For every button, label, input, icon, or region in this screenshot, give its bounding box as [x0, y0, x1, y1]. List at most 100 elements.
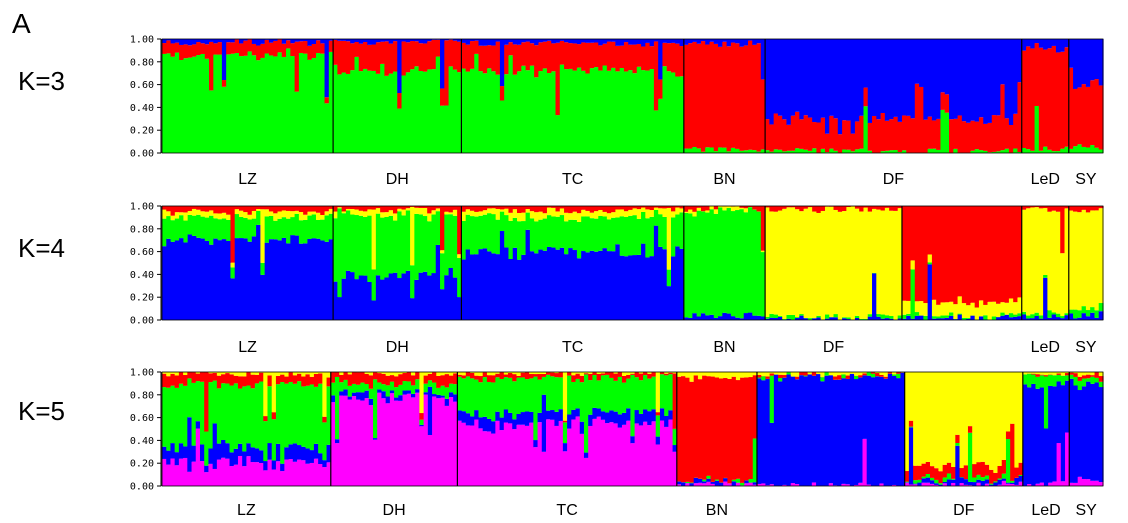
bar-segment — [260, 209, 266, 263]
bar-segment — [448, 212, 454, 215]
bar-segment — [583, 373, 589, 375]
bar-segment — [623, 42, 629, 72]
bar-segment — [271, 372, 277, 413]
bar-segment — [946, 479, 952, 486]
bar-segment — [264, 209, 270, 217]
bar-segment — [1001, 473, 1007, 479]
bar-segment — [1069, 372, 1075, 375]
bar-segment — [311, 39, 317, 45]
bar-segment — [1034, 312, 1040, 316]
bar-segment — [628, 70, 634, 153]
bar-segment — [972, 464, 978, 478]
bar-segment — [685, 372, 691, 378]
bar-segment — [671, 206, 676, 212]
bar-segment — [162, 206, 167, 210]
bar-segment — [723, 478, 729, 482]
bar-segment — [756, 211, 762, 316]
bar-segment — [529, 251, 535, 320]
bar-segment — [254, 383, 260, 449]
bar-segment — [358, 43, 364, 72]
bar-segment — [1043, 146, 1048, 153]
bar-segment — [594, 251, 599, 320]
bar-segment — [970, 120, 976, 151]
bar-segment — [598, 209, 604, 216]
bar-segment — [833, 209, 839, 315]
bar-segment — [368, 405, 374, 486]
bar-segment — [748, 377, 754, 480]
bar-segment — [322, 422, 328, 461]
bar-segment — [820, 372, 826, 378]
bar-segment — [534, 39, 539, 46]
bar-segment — [174, 387, 180, 453]
bar-segment — [187, 39, 193, 46]
bar-segment — [389, 372, 395, 376]
bar-segment — [551, 247, 557, 320]
bar-segment — [364, 398, 370, 486]
bar-segment — [1081, 378, 1087, 387]
population-label: DF — [953, 502, 975, 519]
bar-segment — [273, 220, 279, 240]
bar-segment — [867, 314, 873, 317]
bar-segment — [559, 215, 565, 248]
bar-segment — [288, 381, 294, 445]
bar-segment — [474, 419, 480, 486]
bar-segment — [402, 381, 408, 391]
bar-segment — [596, 408, 602, 417]
bar-segment — [431, 206, 437, 211]
bar-segment — [212, 372, 218, 381]
bar-segment — [457, 372, 463, 375]
bar-segment — [719, 482, 724, 486]
bar-segment — [324, 241, 330, 320]
bar-segment — [1021, 147, 1027, 153]
bar-segment — [410, 206, 415, 207]
bar-segment — [551, 43, 557, 72]
bar-segment — [542, 39, 548, 42]
bar-segment — [275, 443, 281, 462]
bar-segment — [845, 379, 851, 485]
bar-segment — [242, 386, 247, 452]
bar-segment — [679, 206, 685, 209]
bar-segment — [318, 383, 323, 454]
bar-segment — [1038, 318, 1044, 320]
bar-segment — [685, 481, 691, 484]
bar-segment — [795, 148, 800, 153]
bar-segment — [842, 317, 847, 319]
bar-segment — [589, 212, 595, 219]
bar-segment — [679, 76, 685, 153]
bar-segment — [984, 479, 990, 484]
bar-segment — [643, 421, 648, 486]
bar-segment — [984, 483, 990, 486]
bar-segment — [1021, 206, 1027, 210]
bar-segment — [1017, 297, 1023, 314]
bar-segment — [1098, 387, 1104, 482]
bar-segment — [705, 206, 711, 211]
bar-segment — [275, 375, 281, 385]
bar-segment — [572, 250, 578, 320]
bar-segment — [237, 455, 243, 486]
bar-segment — [773, 113, 779, 150]
bar-segment — [333, 211, 338, 219]
bar-segment — [896, 372, 902, 374]
bar-segment — [634, 410, 640, 424]
bar-segment — [679, 248, 685, 320]
bar-segment — [897, 206, 903, 209]
bar-segment — [495, 254, 501, 320]
bar-segment — [564, 206, 569, 213]
bar-segment — [503, 372, 509, 375]
bar-segment — [1043, 39, 1048, 50]
bar-segment — [377, 392, 383, 486]
bar-segment — [1094, 382, 1100, 481]
bar-segment — [963, 484, 969, 486]
bar-segment — [632, 255, 638, 320]
bar-segment — [542, 250, 548, 320]
bar-segment — [350, 206, 356, 209]
bar-segment — [555, 249, 561, 320]
bar-segment — [1005, 372, 1011, 432]
bar-segment — [305, 448, 311, 464]
bar-segment — [243, 212, 249, 218]
bar-segment — [579, 421, 585, 434]
bar-segment — [1031, 372, 1037, 374]
y-tick-label: 0.00 — [130, 482, 154, 493]
bar-segment — [1051, 210, 1057, 313]
bar-segment — [452, 206, 458, 210]
